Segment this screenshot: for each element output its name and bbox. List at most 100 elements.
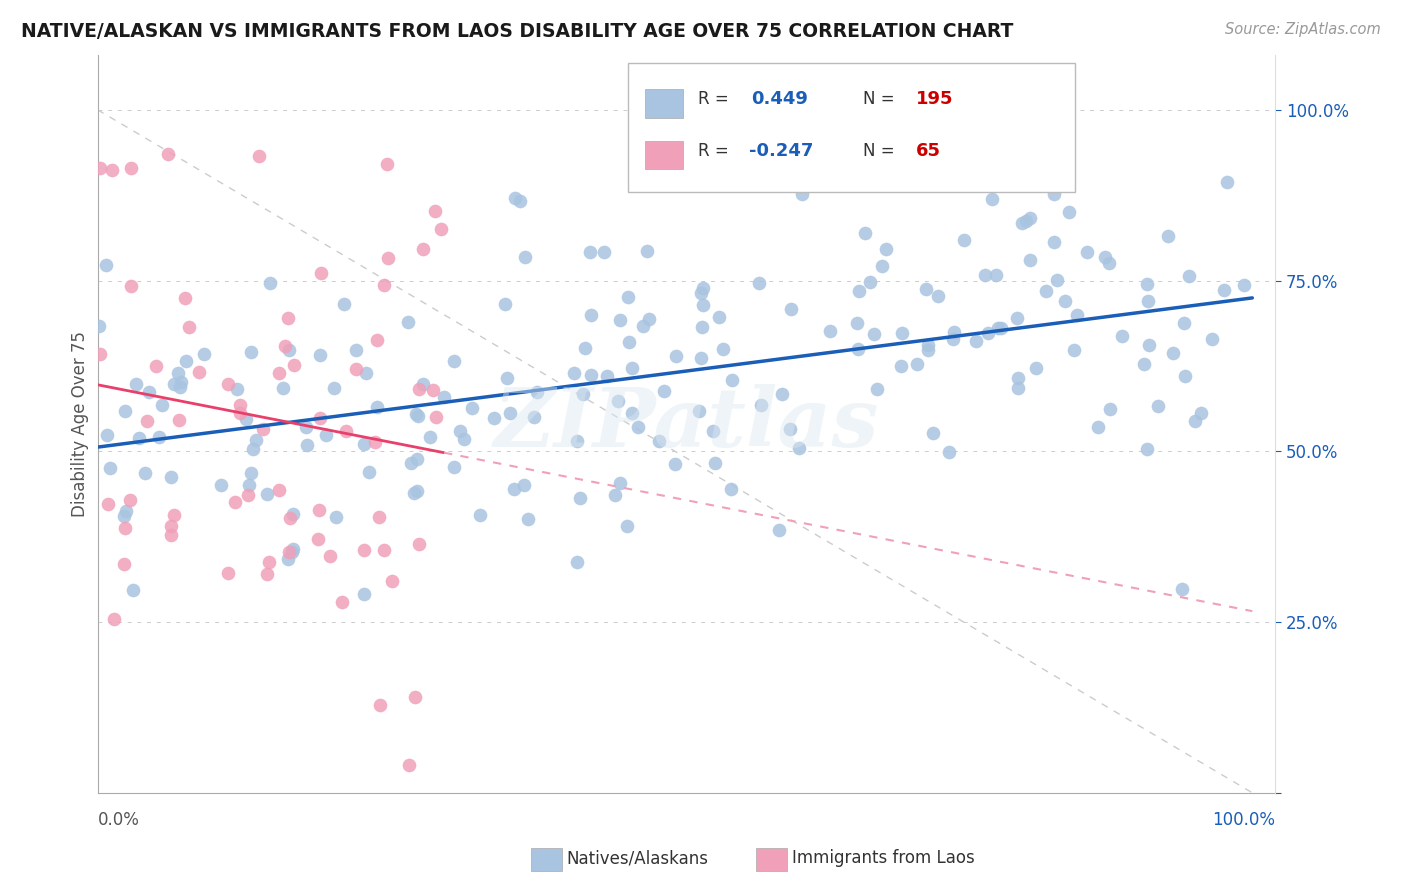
- Point: [319, 549, 342, 563]
- Point: [1189, 406, 1212, 420]
- Point: [259, 276, 281, 290]
- Point: [942, 332, 965, 346]
- Point: [160, 518, 183, 533]
- Point: [239, 345, 262, 359]
- Point: [103, 612, 125, 626]
- Point: [652, 384, 675, 398]
- Point: [225, 382, 247, 396]
- FancyBboxPatch shape: [645, 141, 683, 169]
- Point: [235, 412, 257, 426]
- Point: [603, 488, 626, 502]
- Point: [333, 297, 356, 311]
- Point: [217, 566, 239, 581]
- Point: [1057, 205, 1080, 219]
- Point: [330, 595, 353, 609]
- Point: [503, 482, 526, 496]
- Point: [751, 398, 773, 412]
- Point: [408, 537, 430, 551]
- Point: [174, 292, 197, 306]
- Point: [309, 266, 332, 280]
- Point: [353, 437, 375, 451]
- Point: [335, 424, 357, 438]
- Point: [981, 192, 1004, 206]
- Point: [692, 298, 714, 312]
- Point: [256, 567, 278, 582]
- Point: [1063, 343, 1085, 357]
- Point: [607, 393, 630, 408]
- Point: [1133, 357, 1156, 371]
- Point: [609, 313, 631, 327]
- Point: [121, 583, 143, 598]
- Point: [136, 414, 159, 428]
- Point: [307, 532, 329, 546]
- Point: [209, 478, 232, 492]
- Point: [359, 465, 381, 479]
- Point: [863, 326, 886, 341]
- Point: [368, 698, 391, 713]
- Point: [453, 432, 475, 446]
- Point: [1136, 442, 1159, 457]
- Point: [429, 222, 451, 236]
- Point: [917, 343, 939, 357]
- Point: [711, 342, 734, 356]
- Point: [217, 377, 239, 392]
- Point: [177, 319, 200, 334]
- Point: [1216, 175, 1239, 189]
- Point: [118, 492, 141, 507]
- Point: [405, 407, 427, 421]
- Point: [1156, 229, 1178, 244]
- Point: [565, 555, 588, 569]
- Point: [1098, 256, 1121, 270]
- Point: [688, 404, 710, 418]
- Point: [381, 574, 404, 589]
- Point: [166, 367, 188, 381]
- Point: [1043, 235, 1066, 250]
- Point: [943, 325, 966, 339]
- Point: [496, 371, 519, 385]
- Point: [242, 442, 264, 457]
- Point: [709, 310, 731, 325]
- Point: [846, 343, 869, 357]
- Point: [1233, 278, 1256, 293]
- Point: [987, 320, 1010, 334]
- Point: [1212, 283, 1234, 297]
- Point: [404, 690, 426, 704]
- Point: [1005, 311, 1028, 326]
- Point: [252, 422, 274, 436]
- Point: [927, 288, 949, 302]
- Point: [581, 368, 603, 383]
- Point: [565, 434, 588, 449]
- Point: [114, 557, 136, 571]
- Point: [596, 369, 619, 384]
- Point: [523, 409, 546, 424]
- Text: R =: R =: [699, 142, 734, 160]
- Point: [1173, 317, 1195, 331]
- Point: [914, 282, 936, 296]
- Point: [238, 478, 260, 492]
- Point: [398, 758, 420, 772]
- Point: [689, 351, 711, 365]
- Point: [160, 469, 183, 483]
- Point: [1161, 346, 1184, 360]
- Point: [636, 244, 658, 258]
- Point: [866, 382, 889, 396]
- Point: [905, 357, 928, 371]
- Text: Immigrants from Laos: Immigrants from Laos: [792, 849, 974, 867]
- Point: [120, 161, 142, 175]
- Point: [366, 334, 388, 348]
- Point: [96, 428, 118, 442]
- Point: [1201, 332, 1223, 346]
- Point: [115, 504, 138, 518]
- Point: [373, 542, 395, 557]
- Point: [1147, 400, 1170, 414]
- Point: [167, 413, 190, 427]
- Point: [412, 376, 434, 391]
- Point: [443, 459, 465, 474]
- Point: [1174, 368, 1197, 383]
- Point: [315, 427, 337, 442]
- Point: [780, 301, 803, 316]
- Point: [665, 350, 688, 364]
- Point: [278, 511, 301, 525]
- Text: R =: R =: [699, 90, 734, 109]
- Point: [94, 258, 117, 272]
